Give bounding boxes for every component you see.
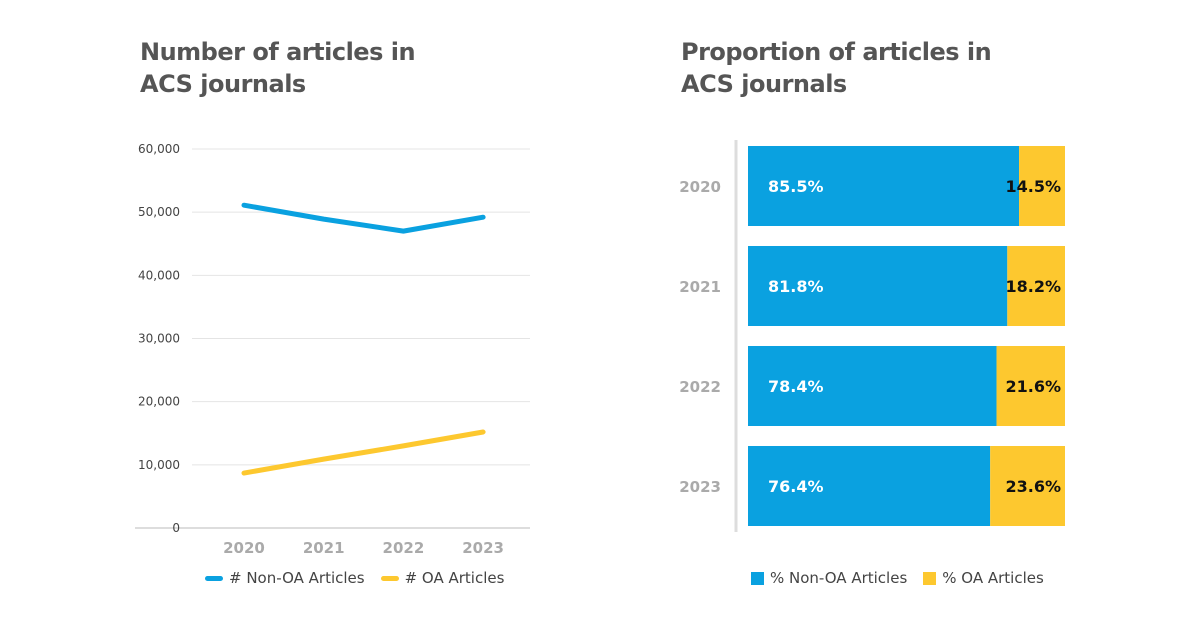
y-tick-label: 30,000 [138, 332, 180, 346]
y-category-label: 2021 [679, 278, 721, 296]
y-tick-label: 20,000 [138, 395, 180, 409]
non-oa-bar-segment [748, 146, 1020, 226]
oa-data-label: 23.6% [1005, 477, 1061, 496]
oa-data-label: 21.6% [1005, 377, 1061, 396]
non-oa-data-label: 85.5% [768, 177, 824, 196]
oa-bar-segment [996, 346, 1065, 426]
non-oa-data-label: 76.4% [768, 477, 824, 496]
line-chart-title: Number of articles in ACS journals [140, 36, 416, 100]
legend-label-non-oa: # Non-OA Articles [229, 569, 365, 587]
x-tick-label: 2021 [303, 539, 345, 557]
legend-label-oa: # OA Articles [404, 569, 505, 587]
y-tick-label: 60,000 [138, 142, 180, 156]
legend-swatch-pct-non-oa [751, 571, 764, 585]
line-chart-title-line-1: Number of articles in [140, 38, 416, 66]
bar-chart-title-line-1: Proportion of articles in [681, 38, 992, 66]
bar-chart-title-line-2: ACS journals [681, 70, 847, 98]
non-oa-data-label: 81.8% [768, 277, 824, 296]
x-tick-label: 2023 [462, 539, 504, 557]
bar-legend: % Non-OA Articles % OA Articles [751, 569, 1044, 587]
y-category-label: 2023 [679, 478, 721, 496]
non-oa-line [241, 202, 486, 234]
legend-swatch-non-oa [205, 575, 223, 581]
non-oa-data-label: 78.4% [768, 377, 824, 396]
bar-chart-title: Proportion of articles in ACS journals [681, 36, 992, 100]
line-chart-title-line-2: ACS journals [140, 70, 306, 98]
y-tick-label: 50,000 [138, 205, 180, 219]
y-tick-label: 0 [172, 521, 180, 535]
oa-line [241, 429, 486, 476]
legend-label-pct-non-oa: % Non-OA Articles [770, 569, 908, 587]
oa-bar-segment [1007, 246, 1065, 326]
x-tick-label: 2020 [223, 539, 265, 557]
oa-data-label: 18.2% [1005, 277, 1061, 296]
y-tick-label: 40,000 [138, 268, 180, 282]
y-tick-label: 10,000 [138, 458, 180, 472]
legend-swatch-pct-oa [923, 571, 937, 585]
line-legend: # Non-OA Articles # OA Articles [205, 569, 504, 587]
x-tick-label: 2022 [383, 539, 425, 557]
oa-bar-segment [1019, 146, 1065, 226]
legend-swatch-oa [380, 575, 399, 581]
y-category-label: 2022 [679, 378, 721, 396]
legend-label-pct-oa: % OA Articles [942, 569, 1044, 587]
non-oa-bar-segment [748, 246, 1008, 326]
oa-data-label: 14.5% [1005, 177, 1061, 196]
y-category-label: 2020 [679, 178, 721, 196]
non-oa-bar-segment [748, 446, 991, 526]
oa-bar-segment [990, 446, 1065, 526]
non-oa-bar-segment [748, 346, 997, 426]
